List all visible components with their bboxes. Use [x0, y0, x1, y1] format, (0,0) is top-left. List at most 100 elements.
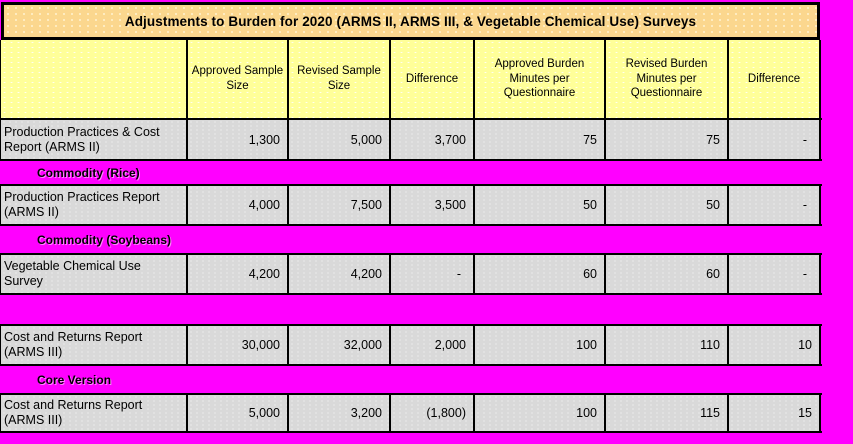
header-cell-empty — [1, 40, 188, 118]
section-row: Commodity (Soybeans) — [0, 226, 853, 253]
value-text: 60 — [583, 267, 597, 281]
section-label: Commodity (Rice) — [37, 165, 140, 180]
value-cell: 4,200 — [188, 255, 289, 293]
value-text: 10 — [798, 338, 812, 352]
value-cell: 4,000 — [188, 186, 289, 224]
value-text: - — [802, 267, 807, 281]
value-text: 4,200 — [248, 267, 280, 281]
value-text: 5,000 — [248, 406, 280, 420]
survey-row: Cost and Returns Report (ARMS III) 30,000… — [0, 324, 822, 366]
value-text: 115 — [700, 406, 720, 420]
header-cell: Revised Sample Size — [289, 40, 391, 118]
value-cell: 110 — [606, 326, 729, 364]
header-cell: Approved Burden Minutes per Questionnair… — [475, 40, 606, 118]
header-label: Revised Sample Size — [297, 65, 381, 92]
value-text: 3,200 — [350, 406, 382, 420]
value-cell: (1,800) — [391, 395, 475, 431]
value-text: 1,300 — [248, 132, 280, 147]
value-cell: 3,500 — [391, 186, 475, 224]
value-text: 4,000 — [248, 198, 280, 212]
value-text: 2,000 — [434, 338, 466, 352]
value-text: 60 — [706, 267, 720, 281]
header-label: Approved Burden Minutes per Questionnair… — [494, 57, 585, 100]
header-label: Revised Burden Minutes per Questionnaire — [625, 57, 708, 100]
table-body: Production Practices & Cost Report (ARMS… — [0, 120, 822, 433]
value-text: - — [802, 132, 807, 147]
value-text: 100 — [576, 406, 597, 420]
value-text: 30,000 — [241, 338, 280, 352]
value-text: 32,000 — [343, 338, 382, 352]
value-cell: 3,200 — [289, 395, 391, 431]
value-cell: 5,000 — [289, 120, 391, 159]
table-title: Adjustments to Burden for 2020 (ARMS II,… — [1, 2, 820, 40]
value-text: (1,800) — [426, 406, 466, 420]
value-text: 3,500 — [434, 198, 466, 212]
section-label: Commodity (Soybeans) — [37, 232, 172, 247]
value-text: 50 — [706, 198, 720, 212]
value-cell: 100 — [475, 395, 606, 431]
value-cell: 75 — [606, 120, 729, 159]
row-label-cell: Cost and Returns Report (ARMS III) — [1, 326, 188, 364]
value-cell: 60 — [475, 255, 606, 293]
header-cell: Revised Burden Minutes per Questionnaire — [606, 40, 729, 118]
section-label: Core Version — [37, 372, 112, 387]
survey-row: Cost and Returns Report (ARMS III) 5,000 3… — [0, 393, 822, 433]
section-row: Core Version — [0, 366, 853, 393]
value-cell: 1,300 — [188, 120, 289, 159]
value-text: 75 — [706, 132, 720, 147]
row-label: Production Practices & Cost Report (ARMS… — [4, 124, 160, 154]
section-row-empty — [0, 295, 853, 324]
value-text: - — [802, 198, 807, 212]
value-cell: 50 — [606, 186, 729, 224]
value-cell: 50 — [475, 186, 606, 224]
survey-row: Production Practices Report (ARMS II) 4,0… — [0, 184, 822, 226]
value-cell: 2,000 — [391, 326, 475, 364]
survey-row: Vegetable Chemical Use Survey 4,200 4,200 -… — [0, 253, 822, 295]
row-label: Cost and Returns Report (ARMS III) — [4, 398, 143, 427]
value-text: 4,200 — [350, 267, 382, 281]
value-text: 100 — [576, 338, 597, 352]
header-cell: Difference — [729, 40, 821, 118]
row-label: Production Practices Report (ARMS II) — [4, 190, 160, 219]
value-text: - — [456, 267, 461, 281]
value-cell: 100 — [475, 326, 606, 364]
value-text: 110 — [700, 338, 720, 352]
row-label: Vegetable Chemical Use Survey — [4, 259, 141, 288]
header-cell: Difference — [391, 40, 475, 118]
value-cell: 5,000 — [188, 395, 289, 431]
value-cell: 7,500 — [289, 186, 391, 224]
section-row: Commodity (Rice) — [0, 161, 853, 184]
value-cell: - — [729, 186, 821, 224]
value-text: 7,500 — [350, 198, 382, 212]
burden-adjustments-table: Approved Sample Size Revised Sample Size D… — [0, 40, 822, 433]
value-text: 50 — [583, 198, 597, 212]
value-text: 5,000 — [350, 132, 382, 147]
row-label: Cost and Returns Report (ARMS III) — [4, 330, 143, 359]
value-cell: 115 — [606, 395, 729, 431]
row-label-cell: Production Practices Report (ARMS II) — [1, 186, 188, 224]
header-label: Approved Sample Size — [191, 65, 284, 92]
value-cell: 32,000 — [289, 326, 391, 364]
value-cell: 3,700 — [391, 120, 475, 159]
value-cell: 4,200 — [289, 255, 391, 293]
value-cell: - — [391, 255, 475, 293]
value-text: 3,700 — [434, 132, 466, 147]
header-label: Difference — [405, 72, 459, 85]
value-cell: 30,000 — [188, 326, 289, 364]
row-label-cell: Vegetable Chemical Use Survey — [1, 255, 188, 293]
header-row: Approved Sample Size Revised Sample Size D… — [0, 40, 822, 120]
value-cell: - — [729, 120, 821, 159]
value-cell: 75 — [475, 120, 606, 159]
value-text: 75 — [583, 132, 597, 147]
header-label: Difference — [747, 72, 801, 85]
header-cell: Approved Sample Size — [188, 40, 289, 118]
value-cell: 10 — [729, 326, 821, 364]
value-cell: - — [729, 255, 821, 293]
value-text: 15 — [798, 406, 812, 420]
row-label-cell: Cost and Returns Report (ARMS III) — [1, 395, 188, 431]
row-label-cell: Production Practices & Cost Report (ARMS… — [1, 120, 188, 159]
value-cell: 15 — [729, 395, 821, 431]
value-cell: 60 — [606, 255, 729, 293]
survey-row: Production Practices & Cost Report (ARMS… — [0, 120, 822, 161]
